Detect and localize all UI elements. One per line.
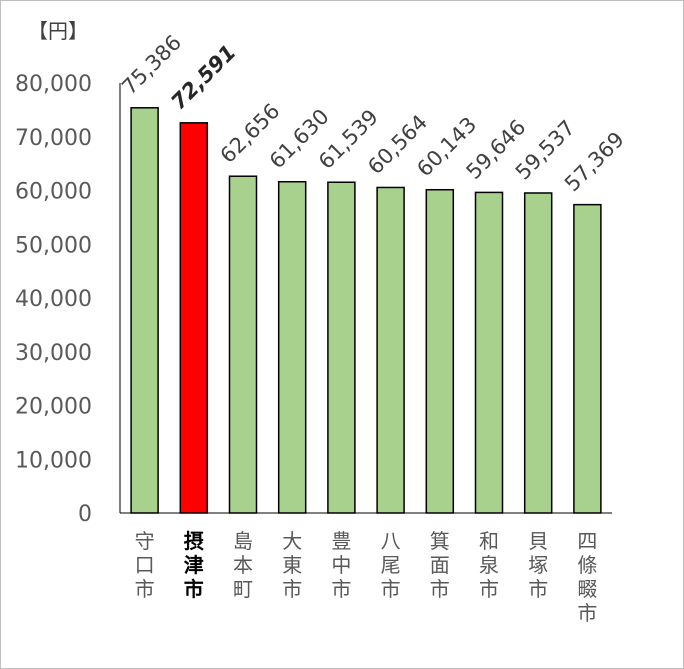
- y-tick-label: 50,000: [15, 233, 92, 258]
- x-tick-label: 大東市: [282, 529, 302, 601]
- y-tick-label: 60,000: [15, 180, 92, 205]
- y-tick-label: 70,000: [15, 126, 92, 151]
- y-tick-label: 20,000: [15, 395, 92, 420]
- y-tick-label: 10,000: [15, 448, 92, 473]
- y-tick-label: 30,000: [15, 341, 92, 366]
- bar: [376, 186, 405, 514]
- y-tick-label: 0: [78, 502, 92, 527]
- x-tick-label: 和泉市: [479, 529, 499, 601]
- bar: [474, 191, 504, 514]
- x-tick-label: 四條畷市: [577, 529, 597, 625]
- bar: [425, 188, 455, 514]
- y-tick-label: 80,000: [15, 72, 92, 97]
- bar: [573, 203, 602, 514]
- bar: [327, 181, 356, 514]
- x-tick-label: 貝塚市: [528, 529, 548, 601]
- x-tick-label: 摂津市: [184, 529, 204, 601]
- bar: [277, 180, 307, 514]
- x-tick-label: 箕面市: [430, 529, 450, 601]
- bar: [179, 122, 209, 514]
- bar: [523, 192, 553, 514]
- unit-label: 【円】: [28, 19, 88, 43]
- x-tick-label: 八尾市: [381, 529, 401, 601]
- bar: [228, 175, 258, 514]
- bar: [130, 107, 159, 514]
- y-tick-label: 40,000: [15, 287, 92, 312]
- x-tick-label: 島本町: [233, 529, 253, 601]
- x-tick-label: 豊中市: [331, 529, 351, 601]
- x-tick-label: 守口市: [135, 529, 155, 601]
